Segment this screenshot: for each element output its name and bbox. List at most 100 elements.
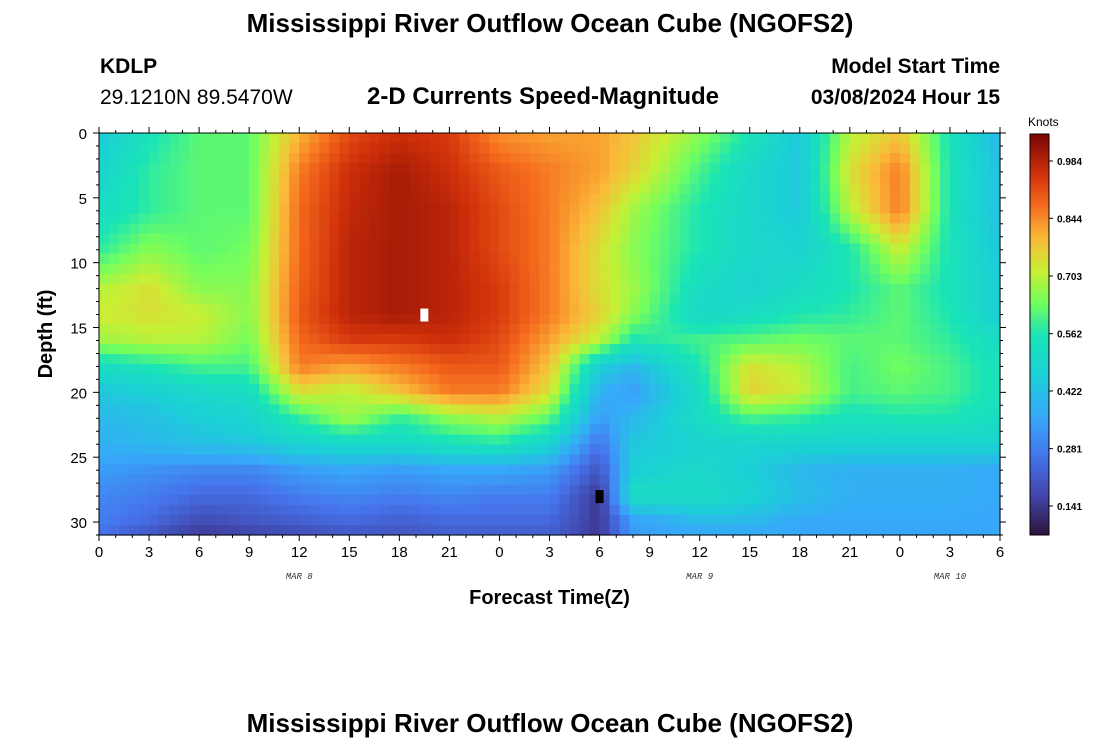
heatmap-cell <box>949 203 961 214</box>
heatmap-cell <box>609 484 621 496</box>
heatmap-cell <box>179 223 190 235</box>
heatmap-cell <box>359 313 370 325</box>
heatmap-cell <box>589 163 601 174</box>
heatmap-cell <box>479 143 491 154</box>
heatmap-cell <box>469 464 481 476</box>
heatmap-cell <box>669 484 681 496</box>
heatmap-cell <box>219 293 230 305</box>
heatmap-cell <box>629 163 641 174</box>
heatmap-cell <box>629 203 641 214</box>
heatmap-cell <box>379 153 390 164</box>
heatmap-cell <box>99 494 110 506</box>
heatmap-cell <box>869 474 881 486</box>
heatmap-cell <box>289 474 300 486</box>
heatmap-cell <box>729 364 741 375</box>
heatmap-cell <box>149 374 160 385</box>
heatmap-cell <box>899 354 911 365</box>
heatmap-cell <box>439 394 450 405</box>
heatmap-cell <box>819 323 831 335</box>
heatmap-cell <box>549 243 561 255</box>
heatmap-cell <box>569 293 581 305</box>
heatmap-cell <box>939 454 951 466</box>
heatmap-cell <box>819 464 831 476</box>
heatmap-cell <box>829 524 841 536</box>
heatmap-cell <box>699 313 711 325</box>
heatmap-cell <box>949 504 961 516</box>
heatmap-cell <box>119 514 130 526</box>
heatmap-cell <box>969 183 981 194</box>
heatmap-cell <box>509 313 521 325</box>
heatmap-cell <box>589 323 601 335</box>
heatmap-cell <box>959 213 971 225</box>
heatmap-cell <box>519 263 531 275</box>
heatmap-cell <box>209 504 220 516</box>
heatmap-cell <box>659 504 671 516</box>
heatmap-cell <box>169 203 180 214</box>
heatmap-cell <box>459 524 471 536</box>
heatmap-cell <box>349 143 360 154</box>
heatmap-cell <box>519 233 531 245</box>
heatmap-cell <box>849 444 861 456</box>
heatmap-cell <box>299 364 310 375</box>
heatmap-cell <box>629 323 641 335</box>
heatmap-cell <box>699 243 711 255</box>
heatmap-cell <box>959 354 971 365</box>
heatmap-cell <box>809 263 821 275</box>
heatmap-cell <box>349 404 360 415</box>
heatmap-cell <box>919 283 931 295</box>
heatmap-cell <box>229 494 240 506</box>
heatmap-cell <box>229 374 240 385</box>
heatmap-cell <box>359 364 370 375</box>
heatmap-cell <box>989 414 1001 426</box>
heatmap-cell <box>199 444 210 456</box>
heatmap-cell <box>149 323 160 335</box>
heatmap-cell <box>979 183 991 194</box>
heatmap-cell <box>769 273 781 285</box>
heatmap-cell <box>919 514 931 526</box>
heatmap-cell <box>939 293 951 305</box>
heatmap-cell <box>179 213 190 225</box>
heatmap-cell <box>869 153 881 164</box>
heatmap-cell <box>849 313 861 325</box>
heatmap-cell <box>349 163 360 174</box>
heatmap-cell <box>939 223 951 235</box>
heatmap-cell <box>799 303 811 315</box>
heatmap-cell <box>139 263 150 275</box>
colorbar-segment <box>1030 484 1049 489</box>
heatmap-cell <box>599 404 611 415</box>
heatmap-cell <box>159 504 170 516</box>
heatmap-cell <box>199 504 210 516</box>
heatmap-cell <box>139 414 150 426</box>
heatmap-cell <box>639 313 651 325</box>
heatmap-cell <box>429 374 440 385</box>
heatmap-cell <box>649 173 661 184</box>
heatmap-cell <box>909 233 921 245</box>
heatmap-cell <box>779 223 791 235</box>
heatmap-cell <box>829 303 841 315</box>
heatmap-cell <box>839 394 851 405</box>
heatmap-cell <box>219 313 230 325</box>
heatmap-cell <box>449 354 460 365</box>
heatmap-cell <box>759 323 771 335</box>
heatmap-cell <box>369 464 380 476</box>
heatmap-cell <box>289 183 300 194</box>
heatmap-cell <box>539 233 551 245</box>
heatmap-cell <box>299 243 310 255</box>
heatmap-cell <box>979 364 991 375</box>
heatmap-cell <box>349 474 360 486</box>
heatmap-cell <box>879 163 891 174</box>
heatmap-cell <box>339 514 350 526</box>
heatmap-cell <box>519 163 531 174</box>
heatmap-cell <box>819 183 831 194</box>
heatmap-cell <box>649 434 661 446</box>
heatmap-cell <box>669 153 681 164</box>
heatmap-cell <box>619 354 631 365</box>
heatmap-cell <box>139 344 150 355</box>
heatmap-cell <box>539 504 551 516</box>
heatmap-cell <box>329 223 340 235</box>
heatmap-cell <box>619 203 631 214</box>
heatmap-cell <box>189 384 200 395</box>
heatmap-cell <box>669 404 681 415</box>
heatmap-cell <box>449 404 460 415</box>
colorbar-segment <box>1030 511 1049 516</box>
